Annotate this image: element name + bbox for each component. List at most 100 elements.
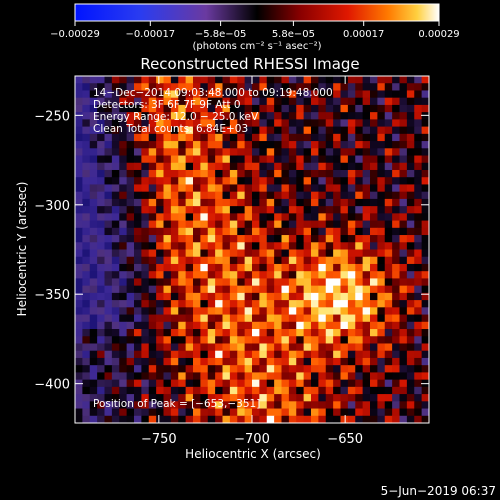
heatmap-cell [421, 213, 430, 221]
heatmap-cell [377, 83, 386, 91]
heatmap-cell [288, 307, 297, 315]
heatmap-cell [89, 372, 98, 381]
heatmap-cell [148, 235, 157, 243]
heatmap-cell [325, 415, 334, 424]
heatmap-cell [311, 343, 319, 352]
heatmap-cell [178, 126, 187, 135]
heatmap-cell [200, 184, 209, 193]
heatmap-cell [318, 357, 327, 366]
heatmap-cell [170, 162, 179, 171]
heatmap-cell [355, 394, 364, 402]
heatmap-cell [296, 97, 305, 106]
heatmap-cell [222, 386, 231, 395]
heatmap-cell [288, 227, 297, 236]
heatmap-cell [229, 220, 238, 229]
heatmap-cell [414, 90, 423, 99]
heatmap-cell [377, 394, 386, 402]
heatmap-cell [207, 213, 216, 221]
heatmap-cell [141, 350, 150, 359]
heatmap-cell [134, 372, 142, 381]
heatmap-cell [207, 314, 216, 323]
heatmap-cell [311, 321, 319, 330]
heatmap-cell [399, 408, 408, 417]
heatmap-cell [170, 365, 179, 373]
heatmap-cell [414, 184, 423, 193]
heatmap-cell [97, 386, 105, 395]
heatmap-cell [89, 336, 98, 344]
heatmap-cell [111, 278, 120, 287]
heatmap-cell [193, 249, 201, 258]
heatmap-cell [370, 386, 378, 395]
y-axis-label: Heliocentric Y (arcsec) [15, 182, 29, 317]
heatmap-cell [355, 321, 364, 330]
heatmap-cell [237, 198, 246, 207]
heatmap-cell [82, 292, 91, 301]
heatmap-cell [362, 285, 371, 294]
heatmap-cell [237, 177, 246, 185]
heatmap-cell [414, 155, 423, 164]
heatmap-cell [163, 336, 172, 344]
heatmap-cell [126, 249, 135, 258]
heatmap-cell [259, 372, 268, 381]
heatmap-cell [229, 83, 238, 91]
heatmap-cell [281, 386, 290, 395]
heatmap-cell [421, 119, 430, 128]
heatmap-cell [311, 155, 319, 164]
heatmap-cell [392, 76, 400, 84]
heatmap-cell [156, 220, 164, 229]
heatmap-cell [414, 386, 423, 395]
heatmap-cell [347, 184, 356, 193]
heatmap-cell [392, 415, 400, 424]
heatmap-cell [229, 401, 238, 409]
heatmap-cell [178, 249, 187, 258]
heatmap-cell [178, 97, 187, 106]
heatmap-cell [244, 292, 253, 301]
heatmap-cell [200, 292, 209, 301]
heatmap-cell [141, 336, 150, 344]
heatmap-cell [296, 90, 305, 99]
heatmap-cell [311, 394, 319, 402]
heatmap-cell [82, 350, 91, 359]
heatmap-cell [399, 104, 408, 113]
heatmap-cell [170, 83, 179, 91]
heatmap-cell [148, 220, 157, 229]
heatmap-cell [104, 357, 113, 366]
heatmap-cell [377, 76, 386, 84]
heatmap-cell [303, 256, 312, 265]
heatmap-cell [126, 235, 135, 243]
heatmap-cell [119, 307, 128, 315]
heatmap-cell [222, 227, 231, 236]
heatmap-cell [185, 415, 194, 424]
heatmap-cell [296, 329, 305, 337]
heatmap-cell [377, 256, 386, 265]
heatmap-cell [421, 357, 430, 366]
heatmap-cell [325, 394, 334, 402]
heatmap-cell [200, 314, 209, 323]
heatmap-cell [89, 307, 98, 315]
heatmap-cell [333, 285, 341, 294]
heatmap-cell [134, 321, 142, 330]
heatmap-cell [266, 321, 275, 330]
heatmap-cell [392, 343, 400, 352]
heatmap-cell [406, 76, 415, 84]
heatmap-cell [193, 148, 201, 156]
heatmap-cell [141, 235, 150, 243]
heatmap-cell [200, 148, 209, 156]
heatmap-cell [318, 184, 327, 193]
heatmap-cell [163, 300, 172, 308]
heatmap-cell [75, 401, 83, 409]
heatmap-cell [414, 76, 423, 84]
heatmap-cell [399, 177, 408, 185]
heatmap-cell [392, 329, 400, 337]
heatmap-cell [207, 285, 216, 294]
heatmap-cell [347, 394, 356, 402]
heatmap-cell [97, 401, 105, 409]
heatmap-cell [303, 386, 312, 395]
heatmap-cell [163, 249, 172, 258]
heatmap-cell [148, 271, 157, 279]
heatmap-cell [193, 227, 201, 236]
heatmap-cell [340, 365, 349, 373]
heatmap-cell [399, 321, 408, 330]
heatmap-cell [281, 133, 290, 142]
heatmap-cell [229, 379, 238, 388]
